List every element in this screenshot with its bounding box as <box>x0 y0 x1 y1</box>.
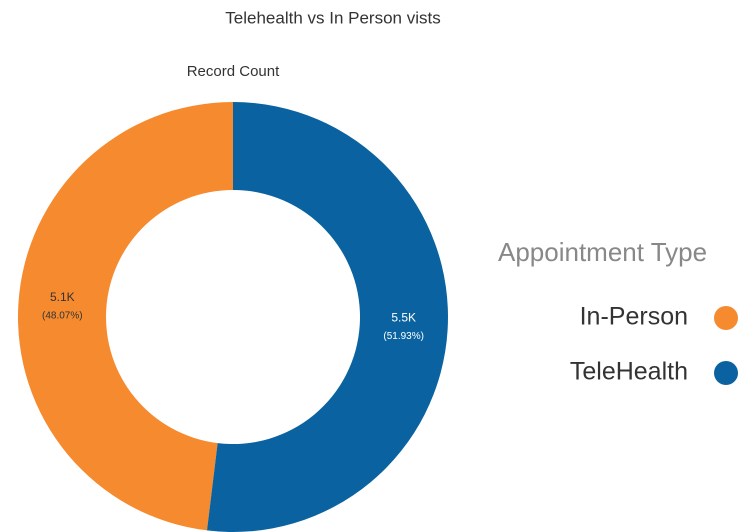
legend-label: TeleHealth <box>570 358 688 386</box>
legend-swatch <box>714 361 738 385</box>
count-label: 5.1K <box>50 290 75 304</box>
percent-label: (51.93%) <box>383 331 424 342</box>
count-label: 5.5K <box>391 311 416 325</box>
legend-swatch <box>714 306 738 330</box>
chart-subtitle: Record Count <box>187 63 280 80</box>
legend-title: Appointment Type <box>498 237 707 267</box>
percent-label: (48.07%) <box>42 310 83 321</box>
legend-label: In-Person <box>580 303 688 331</box>
donut-slice <box>206 102 448 532</box>
chart-title: Telehealth vs In Person vists <box>225 8 440 27</box>
donut-slice <box>17 102 233 531</box>
